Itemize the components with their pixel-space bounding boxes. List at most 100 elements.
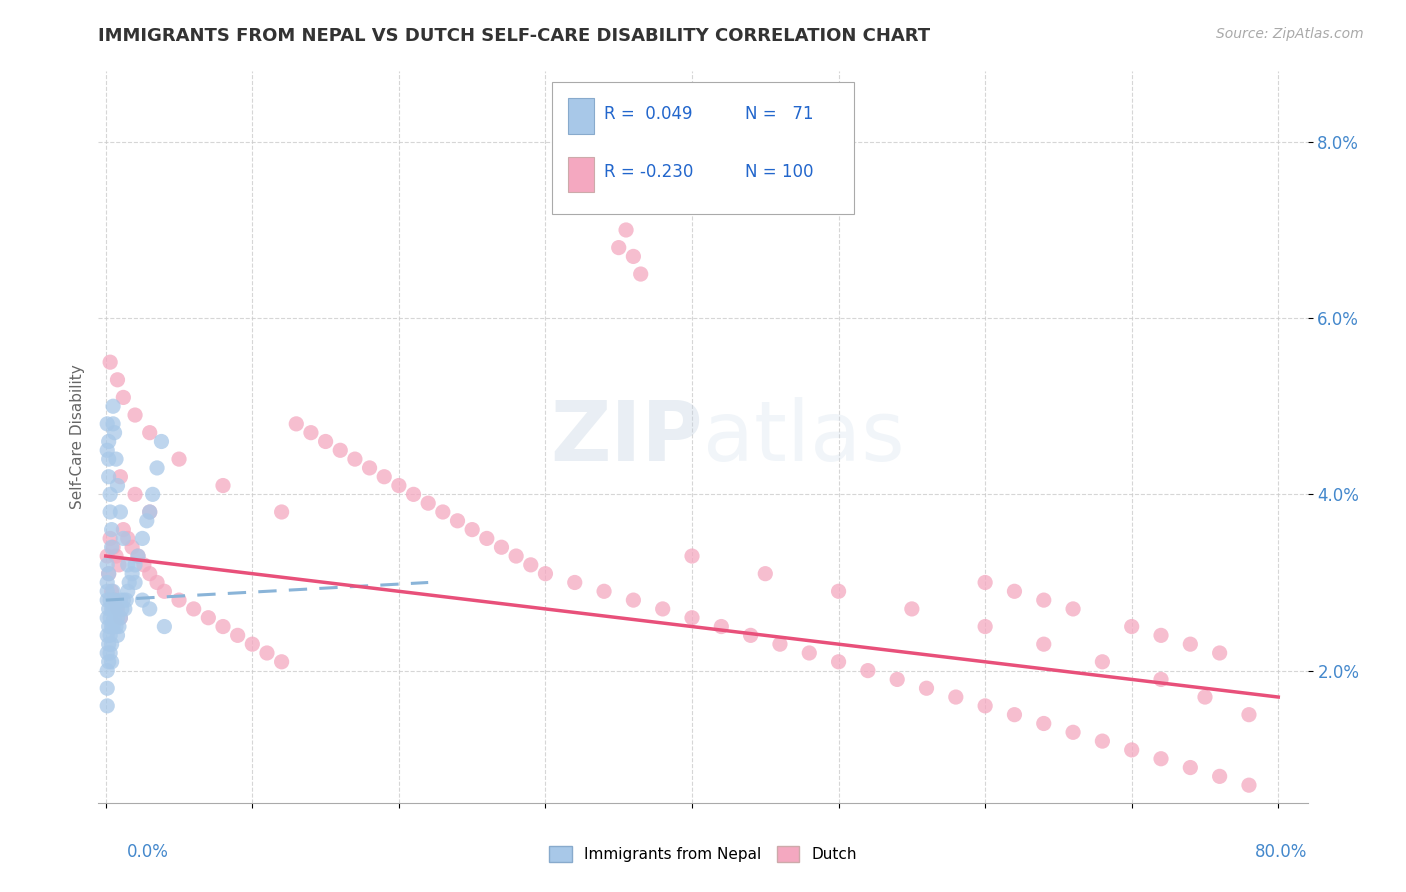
Point (98, 355, 121, 369)
Point (138, 425, 160, 440)
Point (1150, 628, 1173, 642)
FancyBboxPatch shape (568, 98, 595, 134)
Point (534, 566, 557, 581)
Point (97, 434, 120, 449)
Point (142, 487, 165, 501)
Point (112, 593, 135, 607)
Point (100, 523, 122, 537)
Point (107, 628, 129, 642)
Text: ZIP: ZIP (551, 397, 703, 477)
Point (901, 602, 924, 616)
Point (108, 558, 131, 572)
Point (827, 584, 849, 599)
Point (915, 681, 938, 696)
Point (256, 646, 278, 660)
Point (621, 593, 644, 607)
Point (103, 611, 125, 625)
Text: N = 100: N = 100 (745, 163, 814, 181)
Point (461, 523, 484, 537)
Point (105, 619, 128, 633)
Point (491, 540, 513, 554)
Y-axis label: Self-Care Disability: Self-Care Disability (69, 365, 84, 509)
Point (856, 664, 879, 678)
Point (520, 558, 543, 572)
Point (1032, 593, 1054, 607)
Point (1091, 734, 1114, 748)
Point (98, 487, 121, 501)
Point (432, 505, 454, 519)
Point (138, 505, 160, 519)
Text: N =   71: N = 71 (745, 104, 814, 123)
Point (111, 602, 134, 616)
Point (96, 664, 118, 678)
Point (1208, 769, 1230, 783)
Point (1062, 725, 1084, 739)
Point (96, 646, 118, 660)
Point (96, 584, 118, 599)
Point (112, 391, 135, 405)
Point (96, 549, 118, 563)
Point (153, 584, 176, 599)
Point (97, 619, 120, 633)
Point (138, 602, 160, 616)
Text: R = -0.230: R = -0.230 (603, 163, 693, 181)
Text: IMMIGRANTS FROM NEPAL VS DUTCH SELF-CARE DISABILITY CORRELATION CHART: IMMIGRANTS FROM NEPAL VS DUTCH SELF-CARE… (98, 27, 931, 45)
Point (97, 602, 120, 616)
Point (117, 584, 139, 599)
Point (100, 540, 122, 554)
Point (96, 698, 118, 713)
Point (146, 575, 169, 590)
Point (100, 655, 122, 669)
Point (681, 549, 703, 563)
Point (107, 611, 129, 625)
Point (974, 619, 997, 633)
Point (1180, 760, 1202, 774)
Point (127, 549, 149, 563)
Point (212, 619, 235, 633)
Point (945, 690, 967, 704)
Point (101, 399, 124, 413)
Point (1032, 716, 1054, 731)
Point (117, 532, 139, 546)
Point (96, 611, 118, 625)
Point (1237, 778, 1260, 792)
Point (124, 408, 146, 422)
Point (135, 514, 157, 528)
Point (475, 532, 498, 546)
Point (799, 646, 821, 660)
Point (121, 566, 143, 581)
Point (103, 593, 125, 607)
Point (107, 602, 129, 616)
Point (117, 558, 139, 572)
Point (329, 443, 352, 458)
Point (299, 425, 322, 440)
Point (96, 575, 118, 590)
Point (886, 673, 908, 687)
Point (96, 443, 118, 458)
Point (150, 434, 173, 449)
Point (127, 549, 149, 563)
Point (1121, 619, 1143, 633)
Point (974, 698, 997, 713)
Point (827, 655, 849, 669)
Point (754, 566, 776, 581)
Point (124, 487, 146, 501)
Point (131, 593, 153, 607)
Point (740, 628, 762, 642)
Point (621, 249, 644, 263)
Point (110, 469, 132, 483)
Point (98, 505, 121, 519)
Point (1150, 673, 1173, 687)
Point (115, 593, 138, 607)
Point (1004, 707, 1026, 722)
Point (107, 478, 129, 492)
Point (270, 505, 292, 519)
Point (974, 575, 997, 590)
Point (769, 637, 792, 651)
Point (105, 602, 128, 616)
Point (226, 628, 249, 642)
Point (1121, 743, 1143, 757)
Point (97, 469, 120, 483)
Point (97, 637, 120, 651)
Point (97, 655, 120, 669)
